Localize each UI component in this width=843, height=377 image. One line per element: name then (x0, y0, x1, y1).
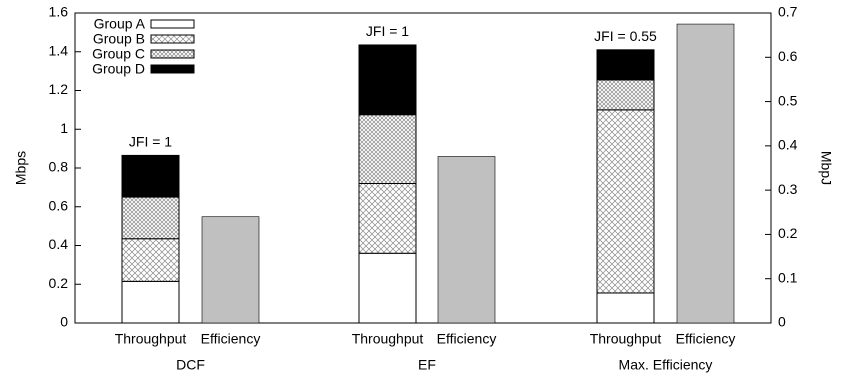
y-axis-left-title: Mbps (13, 151, 29, 185)
right-tick-label: 0.6 (778, 48, 798, 64)
left-tick-label: 1 (60, 120, 68, 136)
right-tick-label: 0.5 (778, 92, 798, 108)
right-tick-label: 0.1 (778, 269, 798, 285)
throughput-category-label: Throughput (590, 331, 662, 347)
jfi-label: JFI = 1 (366, 23, 409, 39)
bars (121, 23, 735, 324)
throughput-segment-group-d (121, 154, 180, 198)
throughput-segment-group-a (596, 292, 655, 324)
throughput-segment-group-d (358, 44, 417, 116)
group-label: EF (418, 357, 436, 373)
efficiency-category-label: Efficiency (201, 331, 261, 347)
legend-label-group-a: Group A (94, 16, 146, 32)
left-tick-label: 0.2 (49, 275, 69, 291)
legend-swatch-group-d (150, 64, 195, 74)
throughput-segment-group-a (121, 280, 180, 324)
left-tick-label: 0 (60, 314, 68, 330)
efficiency-bar (676, 23, 735, 324)
right-tick-label: 0 (778, 314, 786, 330)
jfi-label: JFI = 0.55 (594, 28, 657, 44)
legend-label-group-d: Group D (92, 61, 145, 77)
right-tick-label: 0.4 (778, 137, 798, 153)
legend-label-group-c: Group C (92, 46, 145, 62)
legend-swatch-group-a (150, 19, 195, 29)
right-tick-label: 0.7 (778, 4, 798, 20)
throughput-category-label: Throughput (115, 331, 187, 347)
left-axis-ticks: 0 0.2 0.4 0.6 0.8 1 1.2 1.4 1.6 (49, 4, 81, 330)
throughput-segment-group-c (596, 79, 655, 111)
throughput-segment-group-b (121, 238, 180, 282)
legend-swatch-group-b (150, 34, 195, 44)
throughput-category-label: Throughput (352, 331, 424, 347)
left-tick-label: 1.4 (49, 42, 69, 58)
legend-label-group-b: Group B (93, 31, 145, 47)
throughput-segment-group-c (358, 114, 417, 184)
left-tick-label: 0.6 (49, 197, 69, 213)
left-tick-label: 1.6 (49, 4, 69, 20)
efficiency-category-label: Efficiency (437, 331, 497, 347)
left-tick-label: 0.8 (49, 159, 69, 175)
left-tick-label: 1.2 (49, 81, 69, 97)
category-labels: JFI = 1 Throughput Efficiency DCF JFI = 1 Thr… (115, 23, 736, 373)
legend-swatch-group-c (150, 49, 195, 59)
y-axis-right-title: MbpJ (818, 151, 834, 185)
efficiency-bar (437, 156, 496, 324)
legend: Group A Group B Group C Group D (92, 16, 195, 77)
right-tick-label: 0.3 (778, 181, 798, 197)
efficiency-category-label: Efficiency (676, 331, 736, 347)
throughput-segment-group-c (121, 196, 180, 240)
right-tick-label: 0.2 (778, 225, 798, 241)
throughput-segment-group-a (358, 252, 417, 324)
group-label: DCF (176, 357, 205, 373)
left-tick-label: 0.4 (49, 236, 69, 252)
group-label: Max. Efficiency (619, 357, 713, 373)
throughput-segment-group-d (596, 49, 655, 81)
efficiency-bar (201, 216, 260, 324)
right-axis-ticks: 0 0.1 0.2 0.3 0.4 0.5 0.6 0.7 (765, 4, 798, 330)
throughput-segment-group-b (596, 109, 655, 294)
jfi-label: JFI = 1 (129, 133, 172, 149)
throughput-segment-group-b (358, 183, 417, 254)
